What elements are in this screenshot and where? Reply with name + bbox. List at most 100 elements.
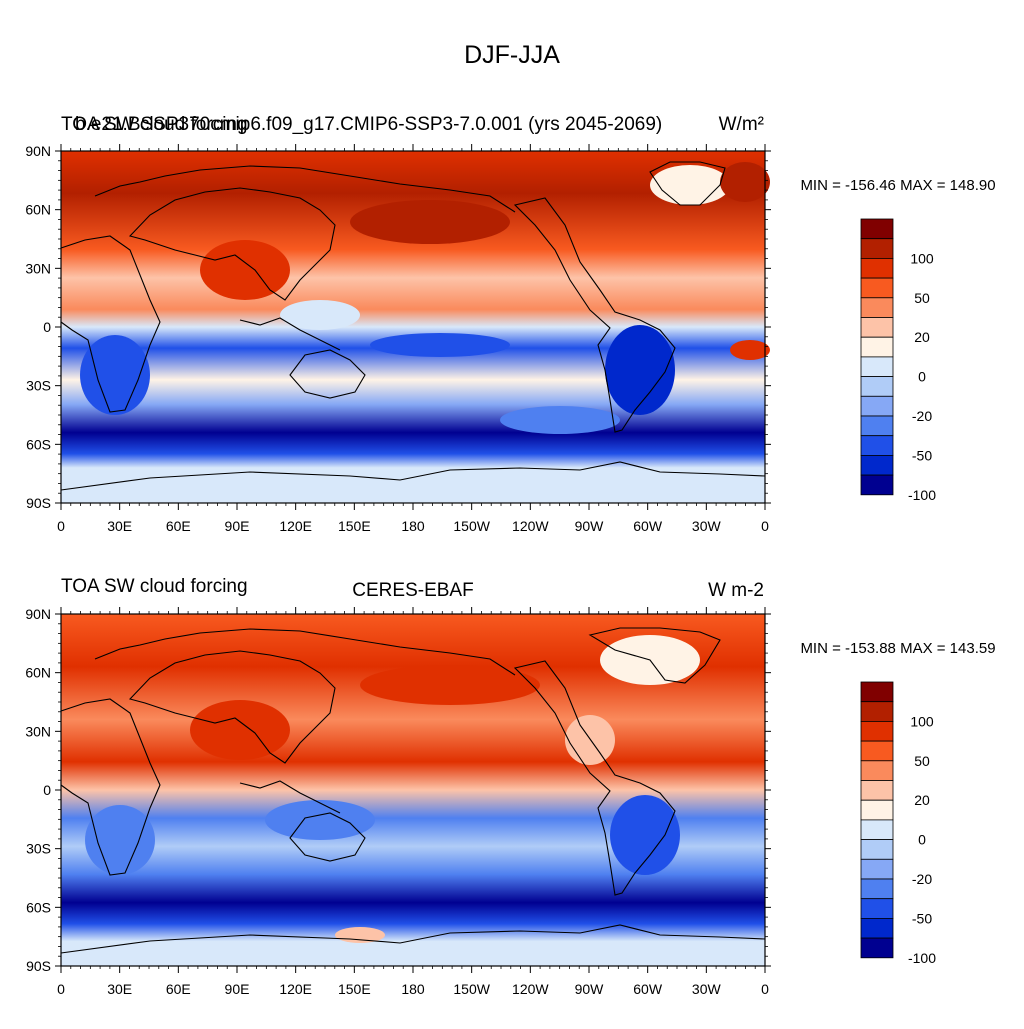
lon-label: 30E bbox=[107, 518, 132, 534]
lon-label: 60E bbox=[166, 518, 191, 534]
colorbar-label: -100 bbox=[908, 487, 936, 503]
lat-label: 60S bbox=[26, 436, 51, 452]
lon-label: 90W bbox=[575, 981, 605, 997]
lon-tick-marks bbox=[60, 144, 766, 510]
colorbar-label: -50 bbox=[912, 447, 932, 463]
colorbar-swatch bbox=[860, 395, 894, 417]
colorbar-swatch bbox=[860, 898, 894, 919]
colorbar-swatch bbox=[860, 721, 894, 742]
colorbar-swatch bbox=[860, 277, 894, 299]
lon-label: 0 bbox=[57, 981, 65, 997]
field-blob bbox=[650, 165, 730, 205]
lat-label: 30N bbox=[25, 723, 51, 739]
colorbar-swatch bbox=[860, 356, 894, 377]
lat-label: 60N bbox=[25, 665, 51, 681]
colorbar-label: 50 bbox=[914, 753, 930, 769]
colorbar-swatch bbox=[860, 799, 894, 821]
field-blob bbox=[370, 333, 510, 357]
field-blob bbox=[80, 335, 150, 415]
panel-variable-label: TOA SW cloud forcing bbox=[61, 576, 248, 597]
main-title: DJF-JJA bbox=[464, 41, 560, 69]
field-blob bbox=[280, 300, 360, 330]
panel-units-label: W m-2 bbox=[708, 580, 764, 601]
lon-label: 90E bbox=[225, 518, 250, 534]
coastlines bbox=[60, 627, 766, 954]
lat-tick-marks bbox=[55, 613, 771, 967]
colorbar-label: 50 bbox=[914, 290, 930, 306]
colorbar-label: -100 bbox=[908, 950, 936, 966]
colorbar-label: 100 bbox=[910, 250, 934, 266]
panel-case-label: CERES-EBAF bbox=[352, 580, 473, 601]
field-blob bbox=[335, 927, 385, 943]
colorbar-label: -20 bbox=[912, 871, 932, 887]
colorbar-label: 20 bbox=[914, 792, 930, 808]
lat-label: 30S bbox=[26, 841, 51, 857]
colorbar-swatch bbox=[860, 760, 894, 781]
colorbar-swatch bbox=[860, 819, 894, 841]
lat-label: 60N bbox=[25, 202, 51, 218]
colorbar-swatch bbox=[860, 218, 894, 240]
lon-label: 120E bbox=[279, 981, 312, 997]
lon-label: 60W bbox=[633, 981, 663, 997]
colorbar-swatch bbox=[860, 336, 894, 358]
colorbar-label: 0 bbox=[918, 832, 926, 848]
map-field bbox=[61, 151, 770, 503]
lat-label: 60S bbox=[26, 899, 51, 915]
panel-units-label: W/m² bbox=[719, 114, 764, 135]
colorbar-swatch bbox=[860, 297, 894, 318]
field-blob bbox=[350, 200, 510, 244]
field-blob bbox=[610, 795, 680, 875]
colorbar-swatch bbox=[860, 415, 894, 437]
lon-label: 150W bbox=[453, 981, 490, 997]
colorbar-swatch bbox=[860, 454, 894, 476]
lat-label: 0 bbox=[43, 319, 51, 335]
lon-label: 0 bbox=[57, 518, 65, 534]
lat-label: 90N bbox=[25, 143, 51, 159]
field-blob bbox=[190, 700, 290, 760]
lon-label: 90W bbox=[575, 518, 605, 534]
lon-label: 30E bbox=[107, 981, 132, 997]
colorbar-swatch bbox=[860, 317, 894, 338]
lat-label: 90N bbox=[25, 606, 51, 622]
lon-label: 30W bbox=[692, 981, 722, 997]
map-field bbox=[61, 614, 765, 966]
panel-stats: MIN = -156.46 MAX = 148.90 bbox=[800, 177, 995, 194]
lon-label: 30W bbox=[692, 518, 722, 534]
lat-axis-labels: 90N 60N 30N 0 30S 60S 90S bbox=[25, 606, 51, 974]
lat-label: 90S bbox=[26, 495, 51, 511]
lon-label: 90E bbox=[225, 981, 250, 997]
lon-tick-marks bbox=[60, 607, 766, 973]
colorbar-swatch bbox=[860, 740, 894, 762]
colorbar: 100 50 20 0 -20 -50 -100 bbox=[860, 681, 936, 966]
lon-label: 150W bbox=[453, 518, 490, 534]
lat-tick-marks bbox=[55, 150, 771, 504]
field-blob bbox=[720, 162, 770, 202]
field-blob bbox=[565, 715, 615, 765]
colorbar-swatch bbox=[860, 376, 894, 397]
colorbar-swatch bbox=[860, 701, 894, 722]
field-blob bbox=[360, 665, 540, 705]
colorbar-label: 0 bbox=[918, 369, 926, 385]
lon-label: 60E bbox=[166, 981, 191, 997]
colorbar: 100 50 20 0 -20 -50 -100 bbox=[860, 218, 936, 503]
field-blob bbox=[85, 805, 155, 875]
map-panel-model: TOA SW cloud forcing b.e21.BSSP370cmip6.… bbox=[25, 114, 995, 534]
colorbar-swatch bbox=[860, 435, 894, 456]
lat-label: 90S bbox=[26, 958, 51, 974]
colorbar-label: -50 bbox=[912, 910, 932, 926]
colorbar-label: -20 bbox=[912, 408, 932, 424]
lon-label: 180 bbox=[401, 518, 425, 534]
lon-axis-labels: 0 30E 60E 90E 120E 150E 180 150W 120W 90W 60W 30W 0 bbox=[57, 518, 769, 534]
lon-label: 120W bbox=[512, 981, 549, 997]
colorbar-swatch bbox=[860, 918, 894, 939]
lon-label: 60W bbox=[633, 518, 663, 534]
field-blob bbox=[500, 406, 620, 434]
field-blob bbox=[730, 340, 770, 360]
colorbar-label: 20 bbox=[914, 329, 930, 345]
panel-variable-label: TOA SW cloud forcing bbox=[61, 114, 248, 135]
field-blob bbox=[200, 240, 290, 300]
map-panel-obs: TOA SW cloud forcing CERES-EBAF W m-2 MI… bbox=[25, 576, 995, 997]
lon-label: 120W bbox=[512, 518, 549, 534]
panel-stats: MIN = -153.88 MAX = 143.59 bbox=[800, 640, 995, 657]
lon-label: 150E bbox=[338, 518, 371, 534]
